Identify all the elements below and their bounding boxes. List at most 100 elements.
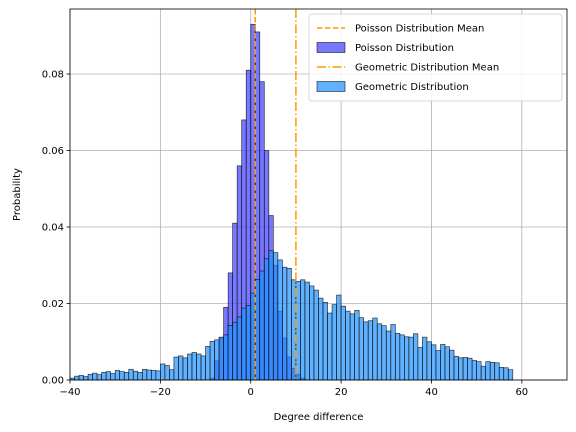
geometric-bar <box>382 326 387 380</box>
geometric-bar <box>309 286 314 380</box>
geometric-bar <box>156 371 161 380</box>
geometric-bar <box>431 345 436 380</box>
geometric-bar <box>323 302 328 380</box>
geometric-bar <box>142 369 147 380</box>
geometric-bar <box>373 318 378 380</box>
geometric-bar <box>450 350 455 380</box>
geometric-bar <box>377 324 382 380</box>
legend-label: Geometric Distribution Mean <box>355 63 499 74</box>
geometric-bar <box>192 352 197 380</box>
geometric-bar <box>97 375 102 380</box>
geometric-bar <box>332 305 337 380</box>
x-axis-label: Degree difference <box>274 412 364 423</box>
legend: Poisson Distribution Mean Poisson Distrib… <box>309 14 562 101</box>
geometric-bar <box>79 375 84 380</box>
geometric-bar <box>477 362 482 380</box>
geometric-bar <box>395 333 400 380</box>
geometric-bar <box>224 335 229 380</box>
geometric-bar <box>197 354 202 380</box>
geometric-bar <box>459 358 464 380</box>
geometric-bar <box>300 280 305 380</box>
y-tick-label: 0.04 <box>42 223 64 234</box>
geometric-bar <box>282 267 287 380</box>
geometric-bar <box>237 317 242 380</box>
geometric-bar <box>287 268 292 380</box>
x-tick-label: −20 <box>150 387 171 398</box>
geometric-bar <box>75 376 80 380</box>
geometric-bar <box>499 367 504 380</box>
geometric-bar <box>409 337 414 380</box>
geometric-bar <box>278 260 283 380</box>
geometric-bar <box>400 335 405 380</box>
geometric-bar <box>440 344 445 380</box>
geometric-bar <box>115 370 120 380</box>
geometric-bar <box>490 362 495 380</box>
geometric-bar <box>233 322 238 380</box>
geometric-bar <box>436 351 441 380</box>
y-tick-label: 0.00 <box>42 376 64 387</box>
y-tick-label: 0.08 <box>42 70 64 81</box>
geometric-bar <box>201 356 206 380</box>
x-tick-label: 40 <box>425 387 438 398</box>
geometric-bar <box>504 368 509 380</box>
geometric-bar <box>169 370 174 380</box>
geometric-bar <box>445 347 450 380</box>
geometric-bar <box>88 374 93 380</box>
geometric-bar <box>418 347 423 380</box>
geometric-bar <box>454 356 459 380</box>
geometric-bar <box>206 346 211 380</box>
geometric-bar <box>386 331 391 380</box>
legend-label: Geometric Distribution <box>355 82 469 93</box>
geometric-bar <box>242 308 247 380</box>
geometric-bar <box>355 310 360 380</box>
geometric-bar <box>350 314 355 380</box>
geometric-bar <box>328 313 333 380</box>
geometric-bar <box>138 372 143 380</box>
geometric-bar <box>264 259 269 380</box>
geometric-bar <box>151 370 156 380</box>
legend-label: Poisson Distribution Mean <box>355 24 484 35</box>
y-tick-label: 0.02 <box>42 299 64 310</box>
geometric-bar <box>481 366 486 380</box>
geometric-bar <box>260 271 265 380</box>
geometric-bar <box>183 358 188 380</box>
geometric-bar <box>129 369 134 380</box>
geometric-bar <box>215 340 220 380</box>
geometric-bar <box>133 371 138 380</box>
geometric-bar <box>124 372 129 380</box>
geometric-bar <box>120 372 125 380</box>
geometric-bar <box>246 305 251 380</box>
geometric-bar <box>404 337 409 380</box>
legend-label: Poisson Distribution <box>355 43 454 54</box>
geometric-bar <box>147 370 152 380</box>
x-tick-label: 20 <box>335 387 348 398</box>
geometric-bar <box>359 318 364 380</box>
geometric-bar <box>468 358 473 380</box>
geometric-bar <box>273 253 278 380</box>
geometric-bar <box>486 362 491 380</box>
geometric-bar <box>165 365 170 380</box>
y-tick-label: 0.06 <box>42 146 64 157</box>
geometric-bar <box>106 372 111 380</box>
geometric-bar <box>228 326 233 380</box>
geometric-bar <box>368 321 373 380</box>
geometric-bar <box>364 322 369 380</box>
geometric-bar <box>427 342 432 380</box>
geometric-bar <box>160 364 165 380</box>
legend-geometric-swatch <box>317 82 345 92</box>
geometric-bar <box>219 337 224 380</box>
geometric-bar <box>102 372 107 380</box>
geometric-bar <box>174 357 179 380</box>
geometric-bar <box>508 370 513 380</box>
geometric-bar <box>319 298 324 380</box>
geometric-bar <box>314 290 319 380</box>
x-tick-label: −40 <box>59 387 80 398</box>
geometric-bar <box>269 251 274 380</box>
geometric-bar <box>346 311 351 380</box>
geometric-bar <box>495 363 500 380</box>
geometric-bar <box>178 356 183 380</box>
geometric-bar <box>93 373 98 380</box>
geometric-bar <box>472 360 477 380</box>
geometric-bar <box>210 341 215 380</box>
